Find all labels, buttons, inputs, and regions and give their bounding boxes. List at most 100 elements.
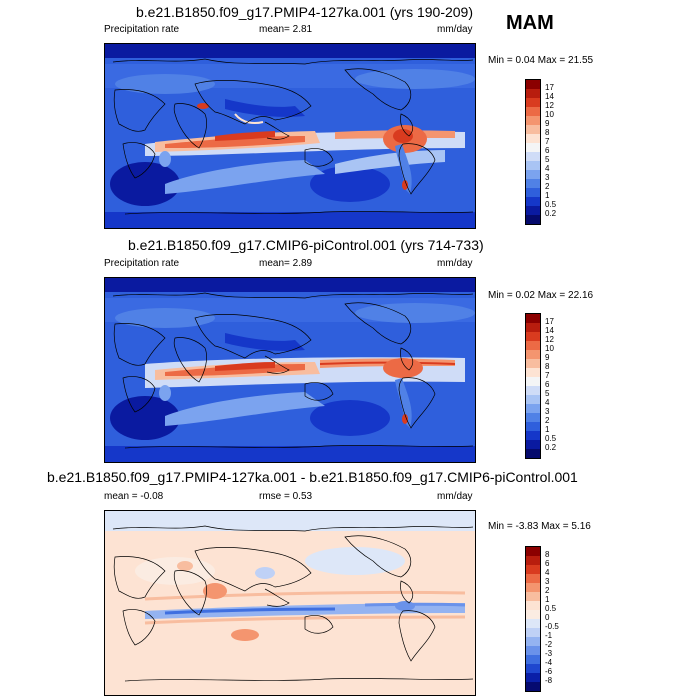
colorbar-box <box>526 547 540 556</box>
colorbar-box <box>526 574 540 583</box>
colorbar-box <box>526 610 540 619</box>
colorbar-tick-label: 0.5 <box>545 434 557 443</box>
colorbar-tick-label: 17 <box>545 317 554 326</box>
colorbar-tick-label: 10 <box>545 110 554 119</box>
colorbar-box <box>526 404 540 413</box>
colorbar-box <box>526 664 540 673</box>
colorbar-box <box>526 655 540 664</box>
colorbar-box <box>526 601 540 610</box>
colorbar-box <box>526 682 540 691</box>
colorbar-tick-label: -2 <box>545 640 553 649</box>
colorbar-box <box>526 565 540 574</box>
colorbar-tick-label: 8 <box>545 550 550 559</box>
colorbar-box <box>526 179 540 188</box>
colorbar-tick-label: 5 <box>545 155 550 164</box>
colorbar-box <box>526 206 540 215</box>
colorbar-tick-label: 2 <box>545 182 550 191</box>
colorbar-tick-label: 6 <box>545 559 550 568</box>
colorbar-tick-label: 12 <box>545 101 554 110</box>
colorbar-tick-label: 8 <box>545 362 550 371</box>
panel3-units: mm/day <box>437 491 473 502</box>
colorbar-box <box>526 89 540 98</box>
colorbar-tick-label: 4 <box>545 398 550 407</box>
colorbar-box <box>526 143 540 152</box>
colorbar-box <box>526 80 540 89</box>
colorbar-tick-label: -8 <box>545 676 553 685</box>
colorbar-box <box>526 646 540 655</box>
panel2-colorbar <box>525 313 541 459</box>
colorbar-tick-label: 3 <box>545 577 550 586</box>
panel1-mean: mean= 2.81 <box>259 24 313 35</box>
colorbar-tick-label: 6 <box>545 380 550 389</box>
colorbar-box <box>526 116 540 125</box>
colorbar-tick-label: 0 <box>545 613 550 622</box>
colorbar-box <box>526 359 540 368</box>
colorbar-tick-label: 14 <box>545 326 554 335</box>
colorbar-tick-label: 2 <box>545 586 550 595</box>
panel1-title: b.e21.B1850.f09_g17.PMIP4-127ka.001 (yrs… <box>136 4 474 20</box>
colorbar-tick-label: 14 <box>545 92 554 101</box>
colorbar-box <box>526 170 540 179</box>
colorbar-box <box>526 413 540 422</box>
panel3-difference-field <box>105 511 475 695</box>
panel2-variable-label: Precipitation rate <box>104 258 180 269</box>
panel2-minmax: Min = 0.02 Max = 22.16 <box>488 290 594 301</box>
panel3-colorbar <box>525 546 541 692</box>
panel2-title: b.e21.B1850.f09_g17.CMIP6-piControl.001 … <box>128 237 484 253</box>
colorbar-tick-label: 10 <box>545 344 554 353</box>
season-label: MAM <box>506 12 554 34</box>
colorbar-tick-label: 0.5 <box>545 604 557 613</box>
colorbar-box <box>526 323 540 332</box>
panel3-mean: mean = -0.08 <box>104 491 164 502</box>
colorbar-tick-label: -3 <box>545 649 553 658</box>
colorbar-tick-label: 3 <box>545 407 550 416</box>
colorbar-box <box>526 368 540 377</box>
colorbar-tick-label: 4 <box>545 164 550 173</box>
colorbar-box <box>526 98 540 107</box>
colorbar-tick-label: 1 <box>545 595 550 604</box>
colorbar-tick-label: 3 <box>545 173 550 182</box>
panel2-map <box>104 277 476 463</box>
panel1-units: mm/day <box>437 24 473 35</box>
colorbar-tick-label: 8 <box>545 128 550 137</box>
colorbar-tick-label: 0.2 <box>545 443 557 452</box>
colorbar-box <box>526 592 540 601</box>
panel1-colorbar <box>525 79 541 225</box>
panel1-minmax: Min = 0.04 Max = 21.55 <box>488 55 594 66</box>
colorbar-tick-label: 2 <box>545 416 550 425</box>
colorbar-box <box>526 152 540 161</box>
colorbar-tick-label: 5 <box>545 389 550 398</box>
colorbar-tick-label: -6 <box>545 667 553 676</box>
panel3-rmse: rmse = 0.53 <box>259 491 313 502</box>
colorbar-tick-label: 7 <box>545 371 550 380</box>
colorbar-box <box>526 619 540 628</box>
colorbar-box <box>526 314 540 323</box>
colorbar-box <box>526 125 540 134</box>
colorbar-tick-label: 7 <box>545 137 550 146</box>
colorbar-box <box>526 673 540 682</box>
colorbar-box <box>526 341 540 350</box>
colorbar-tick-label: 17 <box>545 83 554 92</box>
panel2-precip-field <box>105 278 475 462</box>
colorbar-box <box>526 422 540 431</box>
panel2-mean: mean= 2.89 <box>259 258 313 269</box>
colorbar-box <box>526 188 540 197</box>
colorbar-tick-label: 0.2 <box>545 209 557 218</box>
panel1-precip-field <box>105 44 475 228</box>
colorbar-box <box>526 134 540 143</box>
colorbar-box <box>526 449 540 458</box>
colorbar-box <box>526 395 540 404</box>
colorbar-tick-label: 0.5 <box>545 200 557 209</box>
colorbar-box <box>526 440 540 449</box>
colorbar-box <box>526 556 540 565</box>
colorbar-box <box>526 215 540 224</box>
colorbar-box <box>526 197 540 206</box>
panel3-map <box>104 510 476 696</box>
panel2-units: mm/day <box>437 258 473 269</box>
colorbar-tick-label: 1 <box>545 425 550 434</box>
colorbar-box <box>526 583 540 592</box>
colorbar-box <box>526 161 540 170</box>
colorbar-tick-label: -1 <box>545 631 553 640</box>
colorbar-box <box>526 431 540 440</box>
colorbar-tick-label: 1 <box>545 191 550 200</box>
